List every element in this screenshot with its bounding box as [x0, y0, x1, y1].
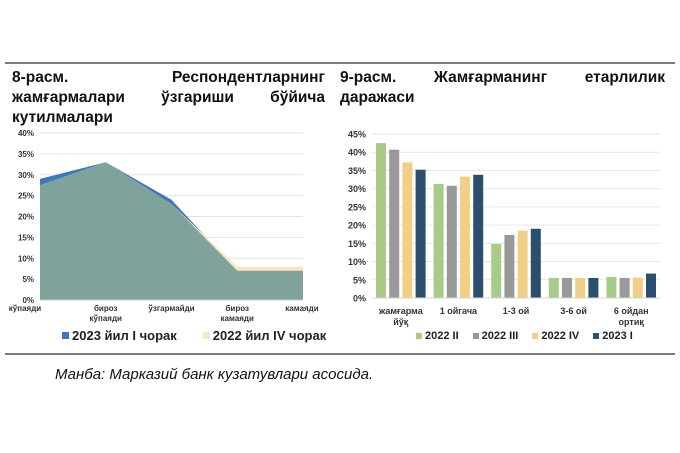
y-tick-label: 15%	[18, 233, 34, 242]
figure-8-area-chart: 0%5%10%15%20%25%30%35%40%кўпаяди бирозкўп…	[9, 129, 319, 323]
y-tick-label: 10%	[18, 254, 34, 263]
y-tick-label: 15%	[348, 239, 366, 249]
bar	[646, 273, 656, 298]
figure-8-title-line: жамғармалари ўзгариши бўйича	[12, 88, 325, 108]
bar	[548, 277, 559, 298]
legend-swatch-icon	[472, 333, 479, 339]
figure-8-title-word: жамғармалари	[12, 89, 125, 106]
bar	[504, 234, 515, 298]
bar	[460, 176, 470, 298]
x-category-label: камаяди	[221, 314, 254, 323]
bar	[389, 149, 400, 298]
y-tick-label: 20%	[18, 213, 34, 222]
x-category-label: кўпаяди	[9, 304, 41, 313]
figure-8-title: 8-расм. Респондентларнинг жамғармалари ўзга…	[12, 68, 325, 128]
bar	[575, 277, 586, 298]
y-tick-label: 20%	[348, 221, 366, 231]
area-overlap	[40, 162, 303, 300]
x-category-label: ўзгармайди	[148, 304, 194, 313]
legend-label: 2022 IV	[541, 330, 580, 342]
legend-label: 2022 III	[481, 330, 519, 342]
y-tick-label: 5%	[22, 275, 34, 284]
figure-8-title-line: кутилмалари	[12, 108, 325, 128]
legend-label: 2022 II	[425, 330, 459, 342]
figure-9-title-line: даражаси	[340, 88, 665, 108]
y-tick-label: 45%	[348, 130, 366, 140]
x-category-label: 1 ойгача	[440, 306, 478, 316]
bottom-rule	[5, 353, 675, 355]
x-category-label: камаяди	[285, 304, 318, 313]
y-tick-label: 25%	[18, 192, 34, 201]
bar	[433, 183, 444, 298]
bar	[619, 277, 630, 298]
y-tick-label: 30%	[348, 184, 366, 194]
figure-9-title-line: 9-расм. Жамғарманинг етарлилик	[340, 68, 665, 88]
x-category-label: 6 ойдан	[614, 306, 649, 316]
legend-label: 2022 йил IV чорак	[212, 328, 327, 343]
y-tick-label: 40%	[18, 129, 34, 138]
figure-9-title-word: даражаси	[340, 89, 415, 106]
figure-8-title-word: кутилмалари	[12, 109, 113, 126]
figure-9-title-word: етарлилик	[584, 69, 665, 86]
source-note: Манба: Марказий банк кузатувлари асосида…	[55, 366, 374, 383]
legend-swatch-icon	[62, 332, 69, 339]
legend-swatch-icon	[532, 333, 539, 339]
figure-9-title-word: 9-расм.	[340, 69, 397, 86]
figure-9-title-word: Жамғарманинг	[433, 69, 548, 86]
y-tick-label: 30%	[18, 171, 34, 180]
legend-swatch-icon	[416, 333, 422, 339]
figure-9-legend: 2022 II 2022 III 2022 IV 2023 I	[416, 330, 633, 342]
bar	[562, 277, 572, 298]
y-tick-label: 35%	[18, 150, 34, 159]
bar	[530, 228, 541, 298]
legend-item: 2023 йил I чорак	[62, 328, 177, 343]
y-tick-label: 0%	[353, 294, 366, 304]
legend-label: 2023 I	[602, 330, 633, 342]
bar	[517, 230, 528, 298]
bar	[376, 143, 386, 298]
figure-8-title-line: 8-расм. Респондентларнинг	[12, 68, 325, 88]
figure-8-title-word: бўйича	[270, 89, 325, 106]
x-category-label: ортиқ	[619, 317, 645, 327]
figure-8-title-word: ўзгариши	[161, 89, 234, 106]
bar	[402, 162, 413, 298]
bar	[491, 244, 502, 298]
legend-label: 2023 йил I чорак	[72, 328, 177, 343]
legend-item: 2022 III	[472, 330, 519, 342]
x-category-label: жамғарма	[378, 306, 424, 316]
legend-swatch-icon	[593, 333, 600, 339]
bar	[606, 276, 617, 298]
y-tick-label: 40%	[348, 148, 366, 158]
y-tick-label: 35%	[348, 166, 366, 176]
bar	[415, 169, 426, 298]
figure-8-legend: 2023 йил I чорак 2022 йил IV чорак	[62, 328, 326, 343]
figure-9-title: 9-расм. Жамғарманинг етарлилик даражаси	[340, 68, 665, 108]
y-tick-label: 0%	[22, 296, 34, 305]
x-category-label: кўпаяди	[90, 314, 122, 323]
x-category-label: йўқ	[393, 317, 409, 327]
legend-item: 2022 йил IV чорак	[202, 328, 327, 343]
x-category-label: бироз	[225, 304, 249, 313]
top-rule	[5, 62, 675, 64]
bar	[446, 185, 457, 298]
bar	[473, 174, 484, 298]
figure-8-title-word: Респондентларнинг	[171, 69, 325, 86]
x-category-label: бироз	[94, 304, 118, 313]
bar	[632, 277, 643, 298]
legend-swatch-icon	[202, 332, 210, 339]
y-tick-label: 10%	[348, 257, 366, 267]
legend-item: 2023 I	[593, 330, 633, 342]
legend-item: 2022 II	[416, 330, 459, 342]
y-tick-label: 5%	[353, 275, 366, 285]
figure-8-title-word: 8-расм.	[12, 69, 69, 86]
x-category-label: 3-6 ой	[560, 306, 587, 316]
bar	[588, 277, 599, 298]
legend-item: 2022 IV	[532, 330, 579, 342]
y-tick-label: 25%	[348, 202, 366, 212]
x-category-label: 1-3 ой	[503, 306, 530, 316]
